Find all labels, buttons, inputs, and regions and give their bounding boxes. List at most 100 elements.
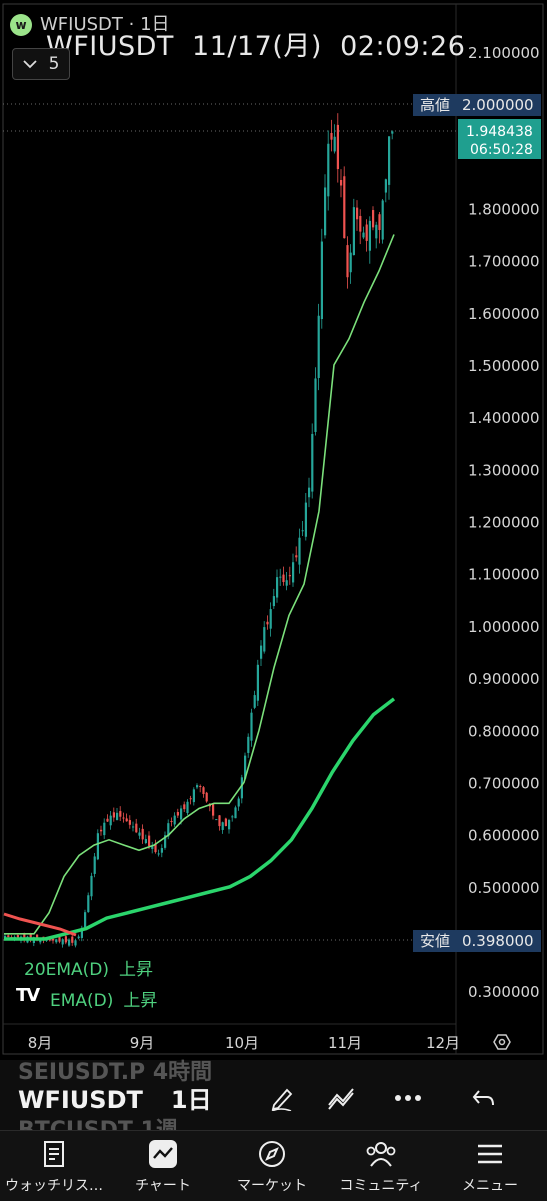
candle-body: [164, 835, 167, 848]
candle-body: [68, 939, 71, 946]
candle-body: [196, 785, 199, 788]
candle-body: [138, 832, 141, 836]
nav-menu[interactable]: メニュー: [436, 1137, 544, 1195]
chevron-down-icon: [22, 54, 37, 74]
symbol-selector[interactable]: WFIUSDT 1日: [18, 1080, 212, 1115]
current-price-badge: [458, 119, 541, 159]
candle-body: [349, 252, 352, 273]
more-icon[interactable]: [392, 1082, 424, 1114]
header-date: 11/17(月): [192, 31, 322, 62]
candle-body: [256, 664, 259, 701]
ema-status: 上昇: [123, 991, 158, 1011]
candle-body: [228, 820, 231, 830]
ema20-status: 上昇: [119, 960, 154, 980]
candle-body: [125, 818, 128, 822]
candle-body: [378, 214, 381, 231]
ema20-legend[interactable]: 20EMA(D) 上昇: [24, 955, 153, 980]
menu-icon: [436, 1137, 544, 1171]
candle-body: [388, 136, 391, 185]
candle-body: [250, 712, 253, 741]
candle-body: [234, 807, 237, 819]
low-label: 安値: [420, 932, 450, 950]
y-tick-label: 1.500000: [468, 357, 540, 375]
candle-body: [7, 935, 10, 938]
tradingview-logo-icon: TV: [16, 985, 40, 1006]
community-icon: [327, 1137, 435, 1171]
candle-body: [215, 819, 218, 821]
y-tick-label: 1.300000: [468, 461, 540, 479]
y-tick-label: 0.500000: [468, 879, 540, 897]
candles: [4, 113, 394, 948]
indicator-icon[interactable]: [326, 1082, 358, 1114]
candle-body: [317, 315, 320, 379]
y-axis-ticks: 2.1000002.0000001.8000001.7000001.600000…: [468, 44, 540, 1001]
y-tick-label: 1.000000: [468, 618, 540, 636]
x-tick-label: 11月: [328, 1034, 362, 1052]
nav-watchlist-label: ウォッチリス…: [5, 1178, 103, 1194]
ema-legend[interactable]: EMA(D) 上昇: [50, 986, 157, 1011]
candle-body: [231, 816, 234, 818]
candle-body: [320, 241, 323, 320]
x-tick-label: 10月: [225, 1034, 259, 1052]
undo-icon[interactable]: [468, 1082, 500, 1114]
candle-body: [71, 936, 74, 943]
x-tick-label: 12月: [426, 1034, 460, 1052]
candle-body: [109, 815, 112, 826]
nav-market-label: マーケット: [237, 1178, 307, 1194]
y-tick-label: 1.800000: [468, 200, 540, 218]
compass-icon: [218, 1137, 326, 1171]
x-tick-label: 9月: [130, 1034, 155, 1052]
countdown: 06:50:28: [470, 142, 533, 158]
candle-body: [122, 817, 125, 819]
candle-body: [180, 808, 183, 820]
candle-body: [132, 826, 135, 828]
candle-body: [330, 132, 333, 140]
candle-body: [285, 580, 288, 586]
settings-icon[interactable]: [493, 1034, 511, 1050]
nav-chart[interactable]: チャート: [109, 1137, 217, 1195]
candle-body: [192, 789, 195, 803]
price-chart[interactable]: 2.100000 2.000000 1.800000 1.700000 1.600000…: [0, 0, 547, 1060]
draw-pen-icon[interactable]: [266, 1082, 298, 1114]
low-badge: [413, 930, 541, 952]
nav-market[interactable]: マーケット: [218, 1137, 326, 1195]
candle-body: [106, 818, 109, 822]
candle-body: [391, 131, 394, 134]
y-tick-label: 2.100000: [468, 44, 540, 62]
candle-body: [324, 187, 327, 236]
nav-community[interactable]: コミュニティ: [327, 1137, 435, 1195]
high-badge: [413, 94, 541, 116]
candle-body: [93, 856, 96, 874]
candle-body: [269, 609, 272, 629]
candle-body: [359, 215, 362, 232]
candle-body: [58, 937, 61, 942]
candle-body: [295, 555, 298, 558]
y-tick-label: 1.400000: [468, 409, 540, 427]
candle-body: [29, 933, 32, 941]
nav-chart-label: チャート: [135, 1178, 191, 1194]
candle-body: [90, 875, 93, 897]
candle-body: [23, 933, 26, 940]
candle-body: [282, 574, 285, 583]
indicator-collapse-button[interactable]: 5: [12, 48, 70, 80]
candle-body: [160, 848, 163, 853]
y-tick-label: 0.900000: [468, 670, 540, 688]
candle-body: [48, 939, 51, 941]
y-tick-label: 0.800000: [468, 722, 540, 740]
candle-body: [260, 645, 263, 659]
chart-icon: [109, 1137, 217, 1171]
candle-body: [253, 695, 256, 708]
ema-slow-line: [4, 697, 396, 941]
candle-body: [276, 577, 279, 598]
candle-body: [272, 596, 275, 607]
nav-watchlist[interactable]: ウォッチリス…: [0, 1137, 108, 1195]
candle-body: [356, 207, 359, 220]
symbol-name: WFIUSDT: [18, 1086, 143, 1114]
candle-body: [327, 143, 330, 197]
ema20-label: 20EMA(D): [24, 960, 110, 980]
candle-body: [52, 938, 55, 941]
candle-body: [212, 803, 215, 816]
candle-body: [189, 798, 192, 800]
candle-body: [301, 530, 304, 532]
header-time: 02:09:26: [340, 31, 466, 62]
